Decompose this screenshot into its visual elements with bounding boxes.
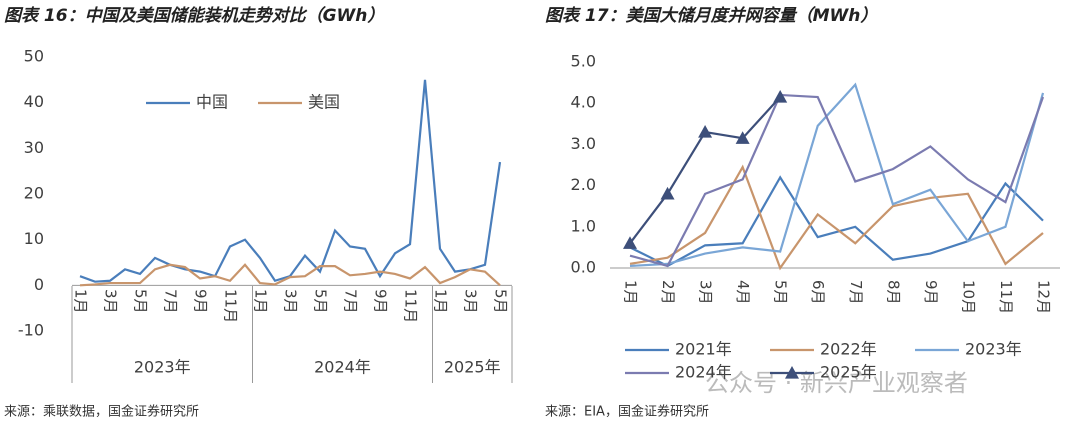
y-tick-label: 20 [24,184,44,203]
y-tick-label: 0.0 [571,258,596,277]
x-tick-label: 7月 [342,289,360,314]
series-line [629,96,781,244]
x-tick-label: 1月 [432,289,450,314]
x-tick-label: 7月 [162,289,180,314]
x-tick-label: 5月 [772,280,790,305]
series-line [629,82,1045,268]
group-label: 2023年 [134,358,191,377]
x-tick-label: 11月 [222,289,240,323]
x-tick-label: 1月 [72,289,90,314]
chart-title: 图表 16：中国及美国储能装机走势对比（GWh） [4,6,384,26]
y-tick-label: 2.0 [571,175,596,194]
x-tick-label: 7月 [847,280,865,305]
watermark: 公众号 · 新兴产业观察者 [705,369,968,397]
y-tick-label: 0 [34,275,44,294]
legend-label: 2023年 [965,340,1022,359]
chart-title: 图表 17：美国大储月度并网容量（MWh） [545,6,877,26]
x-tick-label: 5月 [132,289,150,314]
x-tick-label: 2月 [659,280,677,305]
series-line [629,164,1044,271]
y-tick-label: 5.0 [571,52,596,71]
x-tick-label: 5月 [312,289,330,314]
point-marker [660,186,675,200]
x-tick-label: 3月 [462,289,480,314]
series-line [629,93,1045,268]
legend-marker [785,366,799,379]
legend-label: 美国 [308,93,340,112]
group-label: 2025年 [444,358,501,377]
series-line [629,175,1044,268]
x-tick-label: 9月 [922,280,940,305]
x-tick-label: 3月 [282,289,300,314]
x-tick-label: 8月 [884,280,902,305]
group-label: 2024年 [314,358,371,377]
x-tick-label: 6月 [809,280,827,305]
x-tick-label: 10月 [959,280,977,314]
y-tick-label: 1.0 [571,216,596,235]
point-marker [623,236,637,249]
y-tick-label: 50 [24,47,44,66]
y-tick-label: 40 [24,92,44,111]
y-tick-label: 30 [24,138,44,157]
x-tick-label: 9月 [192,289,210,314]
y-tick-label: 10 [24,229,44,248]
source: 来源：乘联数据，国金证券研究所 [4,404,199,420]
x-tick-label: 3月 [102,289,120,314]
legend-label: 中国 [196,93,228,112]
x-tick-label: 5月 [492,289,510,314]
x-tick-label: 11月 [997,280,1015,314]
point-marker [773,90,788,103]
legend-label: 2025年 [820,363,877,382]
x-tick-label: 1月 [622,280,640,305]
x-tick-label: 11月 [402,289,420,323]
legend-label: 2021年 [675,340,732,359]
x-tick-label: 3月 [697,280,715,305]
y-tick-label: 4.0 [571,93,596,112]
x-tick-label: 4月 [734,280,752,305]
y-tick-label: -10 [18,321,44,340]
legend-label: 2024年 [675,363,732,382]
x-tick-label: 12月 [1035,280,1053,314]
series-line [79,79,502,283]
series-line [79,263,501,287]
legend-label: 2022年 [820,340,877,359]
point-marker [698,125,713,138]
y-tick-label: 3.0 [571,134,596,153]
point-marker [735,131,750,144]
source: 来源：EIA，国金证券研究所 [545,404,709,420]
x-tick-label: 1月 [252,289,270,314]
x-tick-label: 9月 [372,289,390,314]
